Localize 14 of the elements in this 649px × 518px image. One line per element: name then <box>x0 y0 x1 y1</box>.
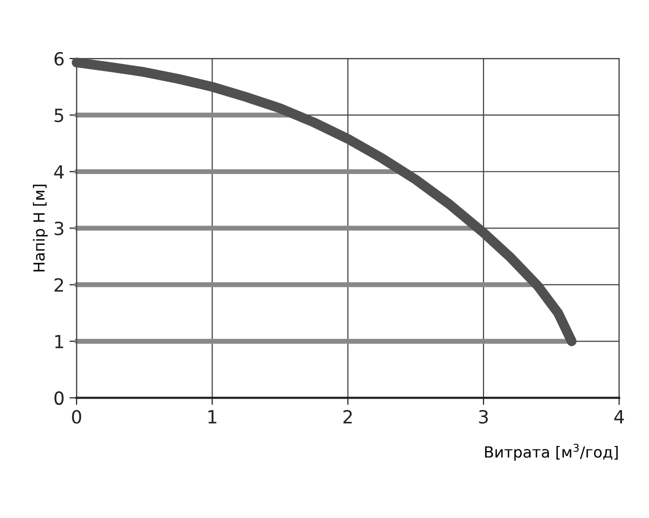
y-tick-label: 4 <box>54 165 64 178</box>
x-tick-label: 4 <box>614 410 624 424</box>
x-tick-label: 3 <box>479 410 488 424</box>
y-tick-label: 2 <box>54 278 63 292</box>
y-axis-title: Напір H [м] <box>32 184 48 272</box>
y-tick-label: 5 <box>54 108 64 122</box>
y-tick-label: 3 <box>54 222 64 236</box>
y-tick-label: 1 <box>55 334 64 348</box>
x-tick-label: 2 <box>343 410 352 424</box>
x-axis-title: Витрата [м$^{3}$/год] <box>485 444 618 461</box>
x-tick-label: 1 <box>208 410 216 424</box>
y-tick-label: 6 <box>54 52 64 66</box>
x-tick-label: 0 <box>72 410 82 424</box>
y-tick-label: 0 <box>54 391 64 405</box>
